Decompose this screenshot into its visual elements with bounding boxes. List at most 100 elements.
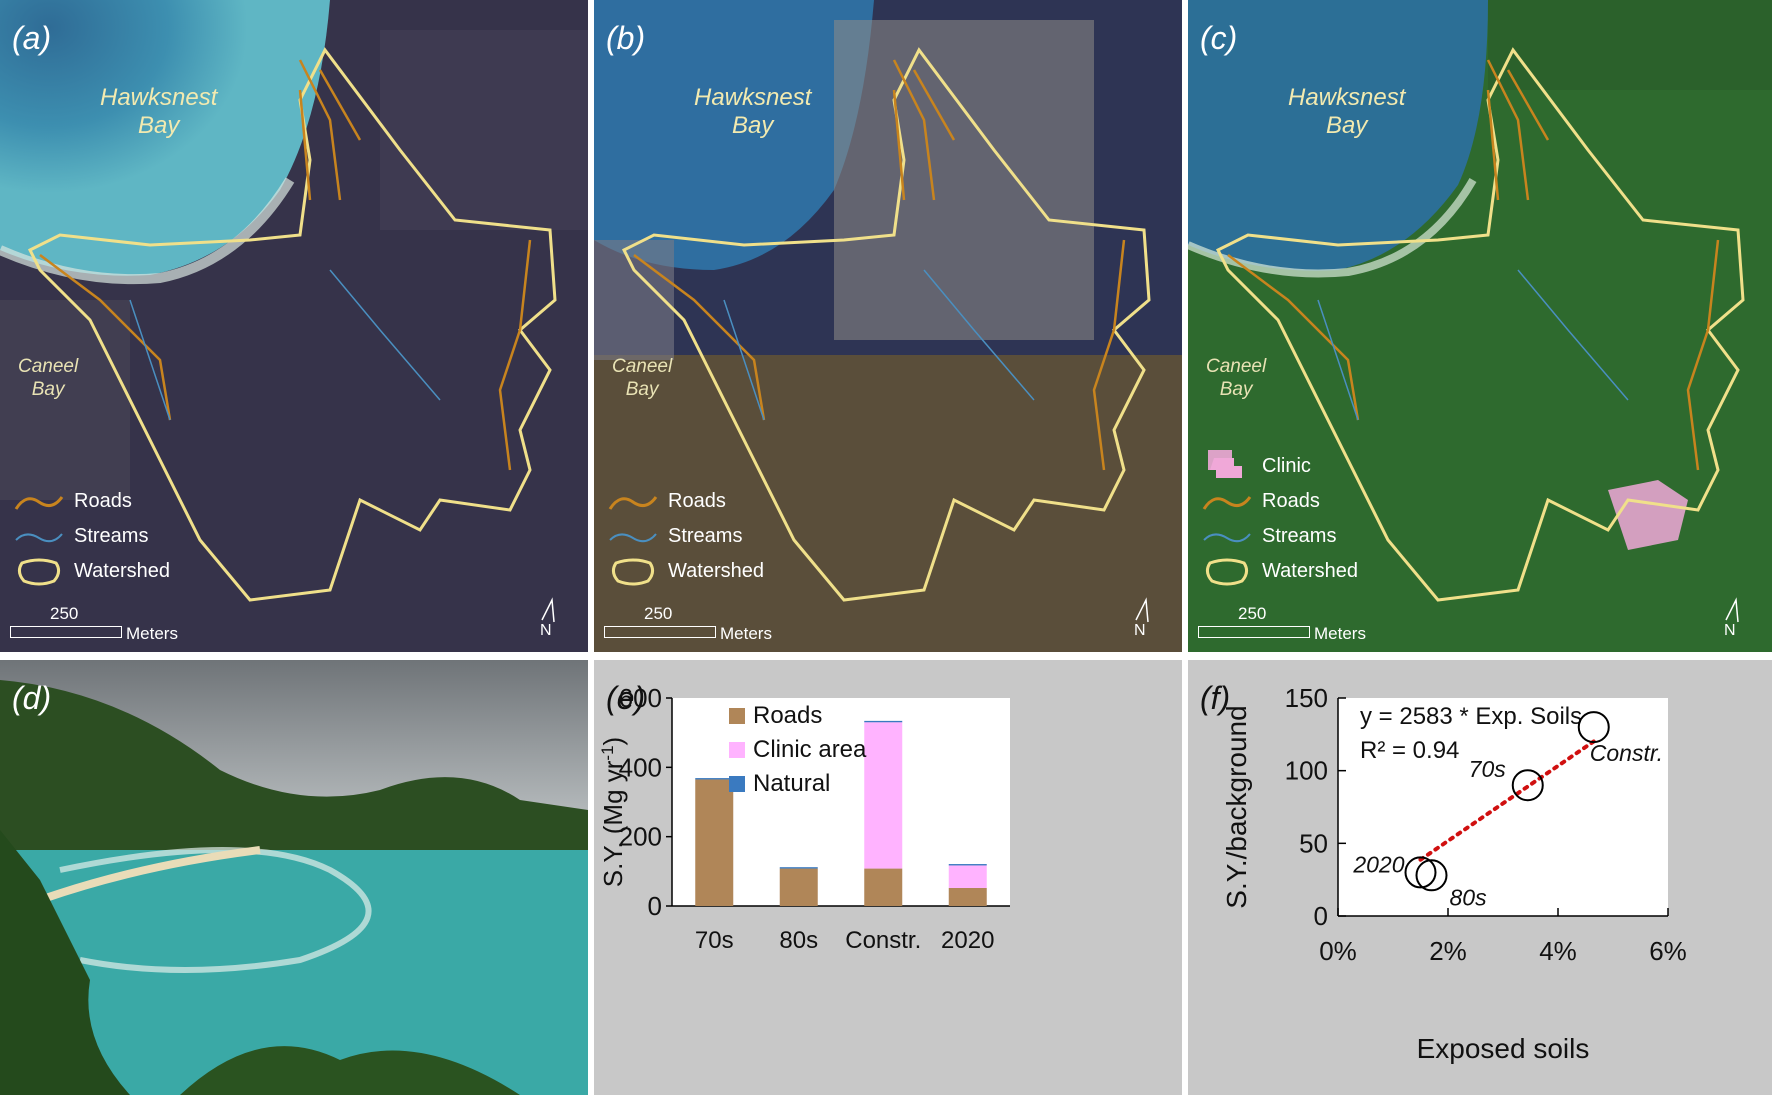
y-tick-label: 600 (619, 683, 662, 713)
legend-streams-label: Streams (1262, 525, 1337, 547)
scale-bar-a: 250 Meters (10, 604, 220, 644)
legend-roads-label: Roads (668, 490, 726, 512)
north-arrow-icon (541, 597, 555, 623)
watershed-shape-icon (608, 557, 658, 587)
streams-line-icon (14, 522, 64, 552)
caneel-bay-label: Caneel Bay (612, 355, 672, 401)
legend-label: Natural (753, 770, 830, 797)
x-tick-label: Constr. (845, 927, 921, 954)
panel-f-label: (f) (1200, 680, 1231, 716)
roads-line-icon (14, 487, 64, 517)
aerial-image-a (0, 0, 588, 652)
legend-label: Roads (753, 702, 822, 729)
watershed-outline-b (621, 47, 1151, 602)
legend-watershed: Watershed (14, 554, 170, 589)
fit-line (1418, 739, 1596, 862)
north-label: N (1724, 622, 1736, 639)
panel-d-label: (d) (12, 680, 52, 716)
point-label: 70s (1469, 756, 1507, 782)
beach-photo (0, 660, 588, 1095)
panel-e-label: (e) (606, 680, 646, 716)
y-tick-label: 100 (1285, 756, 1328, 786)
y-tick-label: 150 (1285, 683, 1328, 713)
bar-clinic-area (864, 722, 903, 869)
clinic-area-icon (1202, 452, 1252, 482)
panel-c-aerial-2020: (c) Hawksnest Bay Caneel Bay Clinic Road… (1188, 0, 1772, 652)
sediment-yield-bar-chart: 0 200 400 600 S.Y. (Mg yr-1) 70s 80s Constr. 202… (598, 683, 1010, 954)
legend-streams: Streams (1202, 519, 1358, 554)
x-tick-label: 80s (779, 927, 818, 954)
scale-bar-rect (10, 626, 122, 638)
north-label: N (1134, 622, 1146, 639)
scale-value: 250 (644, 604, 673, 623)
panel-a-label: (a) (12, 20, 52, 56)
bay-side-line2: Bay (1219, 379, 1253, 400)
data-point (1511, 769, 1544, 802)
bar-natural (695, 778, 734, 780)
streams-line-icon (1202, 522, 1252, 552)
bay-name-line1: Hawksnest (100, 84, 218, 111)
north-arrow-icon (1725, 597, 1739, 623)
panel-f-scatter-chart: (f) 0 50 100 150 0% 2% 4% 6% Exposed soils S.Y./b… (1188, 660, 1772, 1095)
map-legend-b: Roads Streams Watershed (608, 484, 764, 589)
bar-natural (864, 720, 903, 723)
north-arrow-icon (1135, 597, 1149, 623)
caneel-bay-label: Caneel Bay (18, 355, 78, 401)
point-label: 80s (1450, 884, 1488, 910)
data-point (1415, 859, 1448, 892)
r-squared: R² = 0.94 (1360, 737, 1459, 764)
aerial-image-b (594, 0, 1182, 652)
bay-name-line2: Bay (732, 112, 774, 139)
y-tick-label: 50 (1299, 828, 1328, 858)
scale-value: 250 (1238, 604, 1267, 623)
scale-bar-c: 250 Meters (1198, 604, 1408, 644)
panel-d-photo: (d) (0, 660, 588, 1095)
legend-streams-label: Streams (74, 525, 149, 547)
panel-c-label: (c) (1200, 20, 1238, 56)
bar-roads (864, 868, 903, 906)
bar-roads (779, 868, 818, 906)
roads-line-icon (1202, 487, 1252, 517)
point-label: 2020 (1352, 851, 1404, 877)
bay-name-line1: Hawksnest (1288, 84, 1406, 111)
data-point (1577, 711, 1610, 744)
x-tick-label: 6% (1649, 936, 1687, 966)
bay-side-line2: Bay (625, 379, 659, 400)
north-label: N (540, 622, 552, 639)
bay-side-line2: Bay (31, 379, 65, 400)
legend-roads: Roads (608, 484, 764, 519)
plot-area (1338, 698, 1668, 916)
legend-roads-label: Roads (1262, 490, 1320, 512)
legend-roads: Roads (14, 484, 170, 519)
scale-unit: Meters (126, 624, 178, 643)
legend-streams: Streams (608, 519, 764, 554)
watershed-outline-c (1215, 47, 1745, 602)
bar-roads (948, 887, 987, 906)
watershed-shape-icon (14, 557, 64, 587)
y-axis-title: S.Y. (Mg yr-1) (598, 737, 629, 887)
streams-line-icon (608, 522, 658, 552)
bar-roads (695, 779, 734, 906)
hawksnest-bay-label: Hawksnest Bay (1288, 84, 1405, 140)
y-axis-title: S.Y./background (1221, 705, 1252, 908)
exposed-soils-scatter-chart: 0 50 100 150 0% 2% 4% 6% Exposed soils S.Y./backg… (1221, 683, 1687, 1064)
x-tick-label: 0% (1319, 936, 1357, 966)
caneel-bay-label: Caneel Bay (1206, 355, 1266, 401)
legend-clinic-label: Clinic (1262, 455, 1311, 477)
panel-a-aerial-1970s: (a) Hawksnest Bay Caneel Bay Roads Strea… (0, 0, 588, 652)
bar-natural (779, 867, 818, 869)
panel-e-bar-chart: (e) 0 200 400 600 S.Y. (Mg yr-1) 70s 80s Constr… (594, 660, 1182, 1095)
x-tick-label: 2% (1429, 936, 1467, 966)
y-tick-label: 0 (1314, 901, 1328, 931)
legend-clinic: Clinic (1202, 449, 1358, 484)
legend-roads: Roads (1202, 484, 1358, 519)
scale-bar-b: 250 Meters (604, 604, 814, 644)
legend-roads-label: Roads (74, 490, 132, 512)
legend-watershed: Watershed (608, 554, 764, 589)
north-arrow-a: N (534, 596, 560, 642)
scale-bar-rect (1198, 626, 1310, 638)
hawksnest-bay-label: Hawksnest Bay (694, 84, 811, 140)
bay-side-line1: Caneel (18, 356, 79, 377)
scale-unit: Meters (720, 624, 772, 643)
bay-side-line1: Caneel (1206, 356, 1267, 377)
